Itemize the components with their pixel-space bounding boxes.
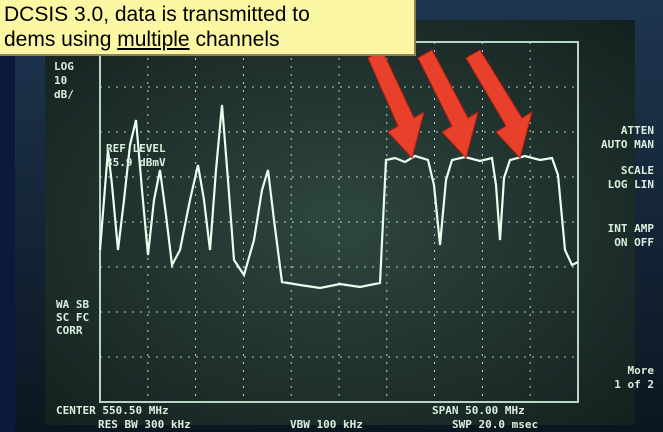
slide: LOG10dB/REF LEVEL35.9 dBmV WA SBSC FCCORR… [0, 0, 663, 432]
screen-label: 35.9 dBmV [106, 156, 166, 169]
screen-label: CORR [56, 324, 83, 337]
callout: DCSIS 3.0, data is transmitted to dems u… [0, 0, 416, 56]
screen-label: WA SB [56, 298, 89, 311]
screen-label: CENTER 550.50 MHz [56, 404, 169, 417]
screen-label: dB/ [54, 88, 74, 101]
screen-label: ON OFF [614, 236, 654, 249]
callout-text: dems using [4, 28, 111, 51]
callout-text: channels [195, 28, 279, 51]
screen-label: AUTO MAN [601, 138, 654, 151]
screen-label: VBW 100 kHz [290, 418, 363, 431]
screen-label: SC FC [56, 311, 89, 324]
screen-label: 10 [54, 74, 67, 87]
callout-emphasis: multiple [117, 28, 189, 51]
screen-label: ATTEN [621, 124, 654, 137]
screen-label: SPAN 50.00 MHz [432, 404, 525, 417]
callout-line: dems using multiple channels [4, 27, 414, 52]
screen-label: 1 of 2 [614, 378, 654, 391]
screen-label: REF LEVEL [106, 142, 166, 155]
screen-label: SCALE [621, 164, 654, 177]
screen-label: LOG [54, 60, 74, 73]
callout-line: DCSIS 3.0, data is transmitted to [4, 2, 414, 27]
screen-label: More [628, 364, 655, 377]
photo: LOG10dB/REF LEVEL35.9 dBmV WA SBSC FCCORR… [0, 0, 663, 432]
screen-label: LOG LIN [608, 178, 654, 191]
screen-label: SWP 20.0 msec [452, 418, 538, 431]
screen-label: RES BW 300 kHz [98, 418, 191, 431]
screen-label: INT AMP [608, 222, 655, 235]
